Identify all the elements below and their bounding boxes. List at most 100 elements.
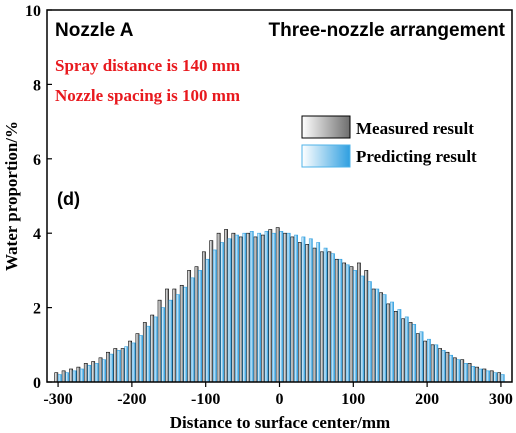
bar-predicted-54 (456, 359, 461, 383)
bar-measured-12 (142, 322, 147, 383)
bar-measured-0 (54, 372, 59, 383)
bar-measured-10 (128, 340, 132, 383)
bar-predicted-19 (198, 270, 203, 383)
bar-measured-36 (320, 251, 324, 383)
bar-measured-39 (342, 262, 347, 383)
bar-predicted-30 (279, 231, 284, 383)
bar-measured-42 (364, 270, 369, 383)
bar-measured-46 (393, 311, 398, 383)
panel-label: (d) (57, 189, 80, 209)
bar-measured-57 (475, 366, 479, 383)
bar-predicted-23 (227, 238, 232, 383)
bar-measured-44 (379, 292, 383, 383)
bar-measured-52 (438, 348, 442, 383)
bar-predicted-51 (434, 344, 439, 383)
bar-measured-4 (83, 363, 88, 383)
bar-predicted-2 (72, 370, 77, 383)
bar-measured-56 (467, 363, 472, 383)
bar-measured-53 (445, 351, 450, 383)
bar-measured-58 (482, 368, 487, 383)
title-right: Three-nozzle arrangement (269, 20, 506, 41)
bar-predicted-55 (463, 363, 468, 383)
bar-predicted-21 (212, 249, 217, 383)
bar-predicted-13 (153, 316, 158, 383)
bar-predicted-50 (427, 338, 431, 383)
bar-predicted-56 (471, 366, 476, 383)
bar-predicted-27 (257, 232, 262, 383)
title-left: Nozzle A (55, 20, 134, 41)
bar-predicted-57 (478, 368, 483, 383)
annotation-nozzle-spacing: Nozzle spacing is 100 mm (55, 86, 240, 105)
bar-predicted-39 (345, 264, 350, 383)
bar-predicted-7 (109, 353, 114, 383)
bar-measured-51 (430, 344, 435, 383)
bar-measured-8 (113, 348, 118, 383)
bar-measured-48 (408, 322, 413, 383)
legend-swatch-measured (301, 115, 351, 139)
bar-predicted-43 (375, 288, 380, 383)
x-tick-label: 200 (415, 391, 439, 408)
y-tick-label: 0 (33, 375, 41, 392)
bar-measured-47 (401, 318, 406, 383)
y-tick-label: 6 (33, 152, 41, 169)
bar-measured-18 (187, 270, 192, 383)
bar-measured-41 (356, 262, 361, 383)
bar-measured-32 (290, 236, 295, 383)
bar-predicted-42 (367, 281, 372, 383)
bar-predicted-53 (449, 354, 453, 383)
bar-measured-27 (253, 236, 258, 383)
bar-measured-11 (135, 333, 140, 383)
legend: Measured result Predicting result (301, 115, 477, 168)
bar-predicted-6 (102, 359, 107, 383)
y-tick-label: 2 (33, 301, 41, 318)
bar-predicted-38 (338, 258, 343, 383)
bar-predicted-22 (220, 242, 225, 383)
bar-measured-60 (497, 372, 502, 383)
x-tick-label: -200 (117, 391, 146, 408)
bar-predicted-33 (301, 236, 306, 383)
bar-predicted-49 (419, 331, 424, 383)
bar-predicted-32 (294, 234, 298, 383)
bar-predicted-1 (65, 372, 70, 383)
bar-predicted-11 (139, 335, 143, 383)
bar-measured-43 (371, 288, 376, 383)
bar-predicted-31 (286, 232, 291, 383)
bar-measured-9 (120, 348, 125, 383)
bar-measured-38 (334, 258, 339, 383)
bar-measured-59 (489, 370, 494, 383)
x-tick-label: -300 (43, 391, 72, 408)
x-axis-label: Distance to surface center/mm (170, 413, 390, 432)
bar-predicted-58 (486, 370, 490, 383)
bar-measured-29 (268, 229, 273, 383)
bar-predicted-60 (500, 374, 505, 383)
bar-measured-7 (106, 351, 110, 383)
bar-measured-45 (386, 303, 391, 383)
x-tick-label: 0 (276, 391, 284, 408)
bar-predicted-16 (176, 294, 180, 383)
bar-measured-54 (452, 357, 457, 383)
bar-predicted-18 (190, 277, 195, 383)
legend-swatch-predicted (301, 144, 351, 168)
bar-measured-22 (216, 232, 221, 383)
bar-measured-30 (275, 227, 280, 383)
y-tick-label: 8 (33, 77, 41, 94)
bar-measured-35 (312, 247, 317, 383)
bar-measured-26 (246, 232, 251, 383)
bar-predicted-35 (316, 242, 321, 383)
bar-measured-6 (98, 357, 103, 383)
bar-predicted-15 (168, 299, 173, 383)
y-tick-label: 10 (25, 3, 41, 20)
bar-predicted-40 (353, 270, 358, 383)
legend-label-measured: Measured result (356, 119, 474, 138)
bar-measured-5 (91, 361, 96, 383)
bar-measured-34 (305, 244, 310, 383)
bar-measured-55 (460, 359, 465, 383)
bar-measured-25 (238, 236, 243, 383)
bar-measured-37 (327, 251, 332, 383)
bar-measured-24 (231, 232, 236, 383)
y-axis-label: Water proportion/% (2, 121, 21, 271)
y-tick-label: 4 (33, 226, 41, 243)
axis-ticks: -300 -200 -100 0 100 200 300 0 2 4 6 8 10 (25, 3, 513, 408)
bar-predicted-24 (235, 234, 239, 383)
bar-predicted-20 (205, 258, 210, 383)
